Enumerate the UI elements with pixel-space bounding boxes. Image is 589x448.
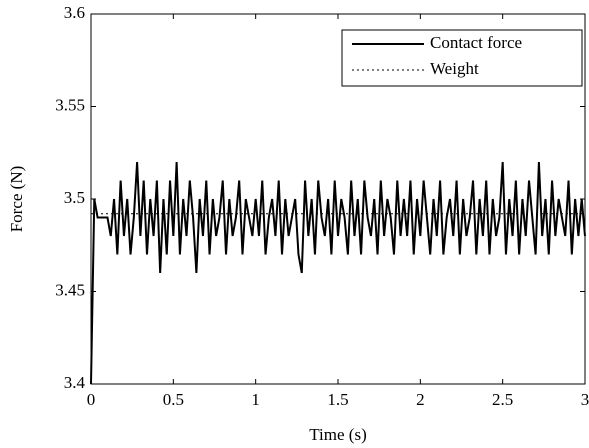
y-tick-label: 3.45 bbox=[55, 280, 85, 299]
x-tick-label: 3 bbox=[581, 390, 589, 409]
legend-box bbox=[341, 29, 583, 87]
legend-label: Contact force bbox=[430, 33, 522, 52]
y-tick-label: 3.55 bbox=[55, 95, 85, 114]
x-tick-label: 2.5 bbox=[492, 390, 513, 409]
x-tick-label: 1 bbox=[251, 390, 260, 409]
x-tick-label: 0.5 bbox=[163, 390, 184, 409]
x-tick-label: 0 bbox=[87, 390, 96, 409]
x-tick-label: 2 bbox=[416, 390, 425, 409]
y-axis-label: Force (N) bbox=[7, 166, 26, 233]
x-tick-label: 1.5 bbox=[327, 390, 348, 409]
y-tick-label: 3.5 bbox=[64, 188, 85, 207]
line-series bbox=[90, 161, 586, 385]
y-tick-label: 3.4 bbox=[64, 373, 86, 392]
legend-label: Weight bbox=[430, 59, 479, 78]
x-axis-label: Time (s) bbox=[309, 425, 366, 444]
y-tick-label: 3.6 bbox=[64, 3, 85, 22]
